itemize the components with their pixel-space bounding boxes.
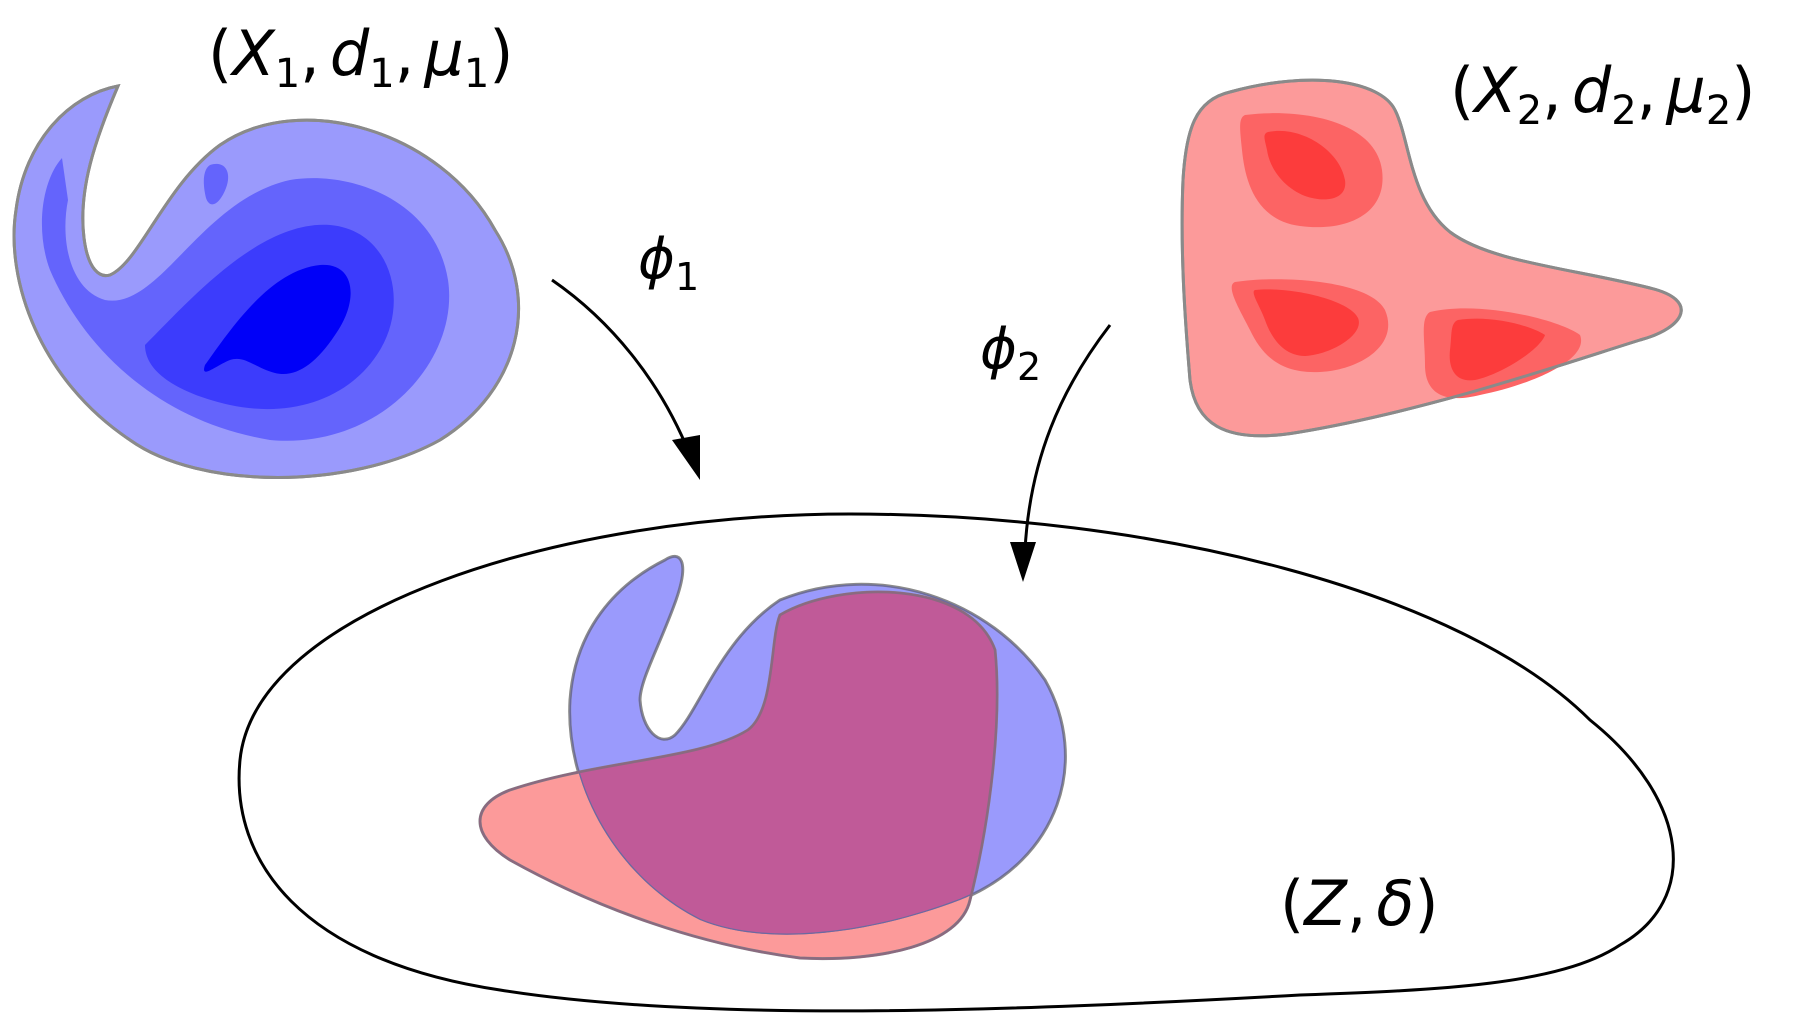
arrow-phi1 — [551, 278, 700, 480]
space2-shape — [1180, 78, 1683, 438]
space2-peak-right-inner — [1449, 318, 1545, 381]
label-phi1: ϕ1 — [638, 227, 699, 299]
space2-peak-left-inner — [1253, 289, 1359, 356]
label-target: (Z, δ) — [1280, 867, 1439, 940]
arrowhead-phi2 — [1010, 542, 1036, 582]
label-space2: (X2, d2, μ2) — [1450, 54, 1756, 134]
space2-outline — [1180, 78, 1683, 438]
arrowhead-phi1 — [672, 435, 700, 480]
space1-outline — [12, 84, 521, 479]
space1-level-2-small — [203, 163, 229, 205]
label-phi2: ϕ2 — [980, 317, 1041, 389]
space2-peak-top-inner — [1264, 130, 1346, 200]
target-space-boundary — [237, 512, 1675, 1013]
label-space1: (X1, d1, μ1) — [208, 17, 514, 97]
space1-shape — [12, 84, 521, 479]
arrow-phi2 — [1010, 324, 1112, 582]
space1-level-4 — [204, 264, 351, 375]
